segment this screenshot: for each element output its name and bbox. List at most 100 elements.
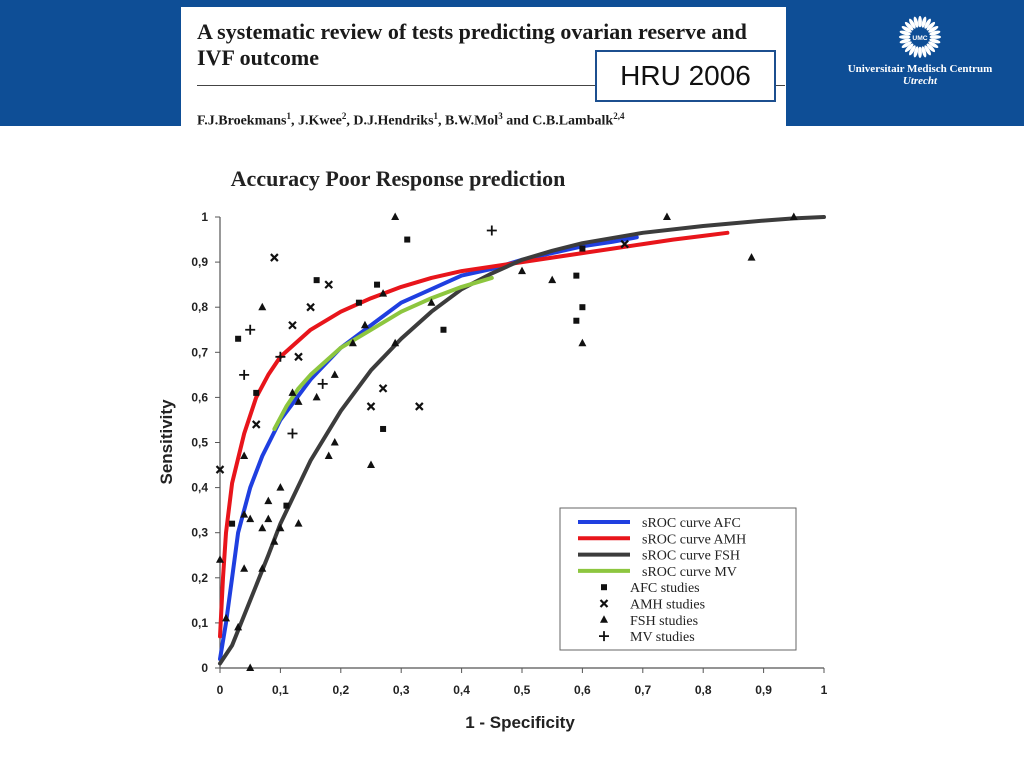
study-point [287, 428, 298, 439]
study-point [216, 555, 224, 563]
legend-marker [601, 584, 607, 591]
author-affiliation: 1 [433, 111, 439, 121]
study-point [235, 335, 242, 342]
chart-canvas: Accuracy Poor Response prediction 000,10… [157, 166, 828, 732]
study-point [276, 523, 285, 532]
study-point [245, 324, 256, 335]
x-tick-label: 0,4 [453, 683, 470, 697]
logo-ray [928, 41, 939, 48]
author-separator: , [438, 113, 446, 129]
y-tick-label: 0,7 [191, 345, 208, 359]
umc-utrecht-logo: UMC Universitair Medisch Centrum Utrecht [830, 14, 1010, 94]
y-tick-label: 0,6 [191, 390, 208, 404]
study-point [789, 212, 798, 220]
logo-ray [913, 46, 919, 58]
study-point [415, 402, 424, 411]
y-tick-label: 0,9 [191, 255, 208, 269]
study-point [486, 225, 497, 236]
study-point [294, 519, 303, 527]
logo-ray [926, 21, 936, 31]
study-point [313, 277, 320, 284]
logo-ray [924, 45, 931, 56]
study-point [548, 275, 557, 284]
study-point [253, 389, 260, 396]
study-point [306, 302, 315, 312]
study-point [258, 564, 267, 572]
logo-ray [926, 43, 936, 53]
study-point [294, 352, 303, 362]
x-tick-label: 0,3 [393, 683, 410, 697]
legend-label: AMH studies [630, 598, 705, 613]
study-point [391, 338, 400, 347]
sroc-curve [218, 215, 826, 666]
y-tick-label: 0,8 [191, 300, 208, 314]
study-point [380, 425, 387, 432]
author-affiliation: 2,4 [613, 111, 625, 121]
study-point [283, 502, 290, 509]
study-point [215, 465, 225, 474]
logo-ray [921, 16, 927, 28]
legend-label: sROC curve AMH [642, 532, 746, 547]
x-tick-label: 0,9 [755, 683, 772, 697]
study-point [518, 266, 526, 275]
author-name: D.J.Hendriks [353, 113, 434, 129]
logo-ray [901, 26, 912, 33]
author-name: J.Kwee [297, 113, 342, 129]
author-separator: , [346, 113, 354, 129]
sroc-curve [272, 275, 494, 431]
logo-name: Universitair Medisch Centrum [847, 63, 993, 75]
logo-ray [924, 18, 931, 29]
study-point [440, 326, 447, 333]
logo-ray [901, 41, 912, 48]
logo-mark-text: UMC [912, 35, 927, 42]
study-point [240, 510, 249, 518]
study-point [270, 253, 279, 262]
study-point [367, 460, 375, 469]
x-tick-label: 0 [217, 683, 224, 697]
study-point [579, 245, 586, 252]
legend-label: AFC studies [630, 581, 700, 596]
x-tick-label: 0,1 [272, 683, 289, 697]
legend-label: FSH studies [630, 614, 698, 629]
author-name: C.B.Lambalk [532, 113, 614, 129]
legend-marker [599, 599, 609, 608]
study-point [317, 378, 328, 389]
logo-ray [909, 45, 916, 56]
author-affiliation: 2 [341, 111, 347, 121]
chart-axes: 00 0,1 0,1 0,2 0,2 0,3 0,3 0,4 0,4 0,5 0,5 0,6 0,6 0,… [191, 210, 827, 697]
author-separator: , [290, 113, 298, 129]
study-point [379, 289, 388, 297]
study-point [573, 317, 580, 324]
study-point [360, 320, 369, 329]
study-point [747, 253, 756, 261]
study-point [294, 397, 303, 405]
study-point [222, 613, 231, 622]
y-axis-label: Sensitivity [157, 399, 176, 485]
study-point [264, 514, 273, 523]
author-name: F.J.Broekmans [197, 113, 287, 129]
logo-ray [904, 21, 914, 31]
study-point [312, 392, 321, 401]
x-tick-label: 0,2 [332, 683, 349, 697]
sroc-curve [218, 235, 639, 661]
study-point [276, 483, 285, 491]
study-point [378, 384, 388, 393]
legend-label: sROC curve MV [642, 565, 737, 580]
logo-ray [909, 18, 916, 29]
logo-city: Utrecht [902, 75, 938, 87]
logo-ray [913, 16, 919, 28]
study-point [620, 239, 629, 249]
chart-title: Accuracy Poor Response prediction [231, 166, 566, 191]
study-point [662, 212, 671, 220]
study-point [404, 236, 411, 243]
study-point [240, 451, 249, 460]
study-point [288, 320, 297, 330]
legend-label: MV studies [630, 630, 695, 645]
paper-authors: F.J.Broekmans1, J.Kwee2, D.J.Hendriks1, … [197, 111, 624, 130]
study-point [288, 388, 297, 396]
logo-ray [904, 43, 914, 53]
logo-ray [918, 46, 922, 59]
y-tick-label: 0,5 [191, 436, 208, 450]
study-point [246, 663, 255, 671]
study-point [427, 298, 436, 306]
